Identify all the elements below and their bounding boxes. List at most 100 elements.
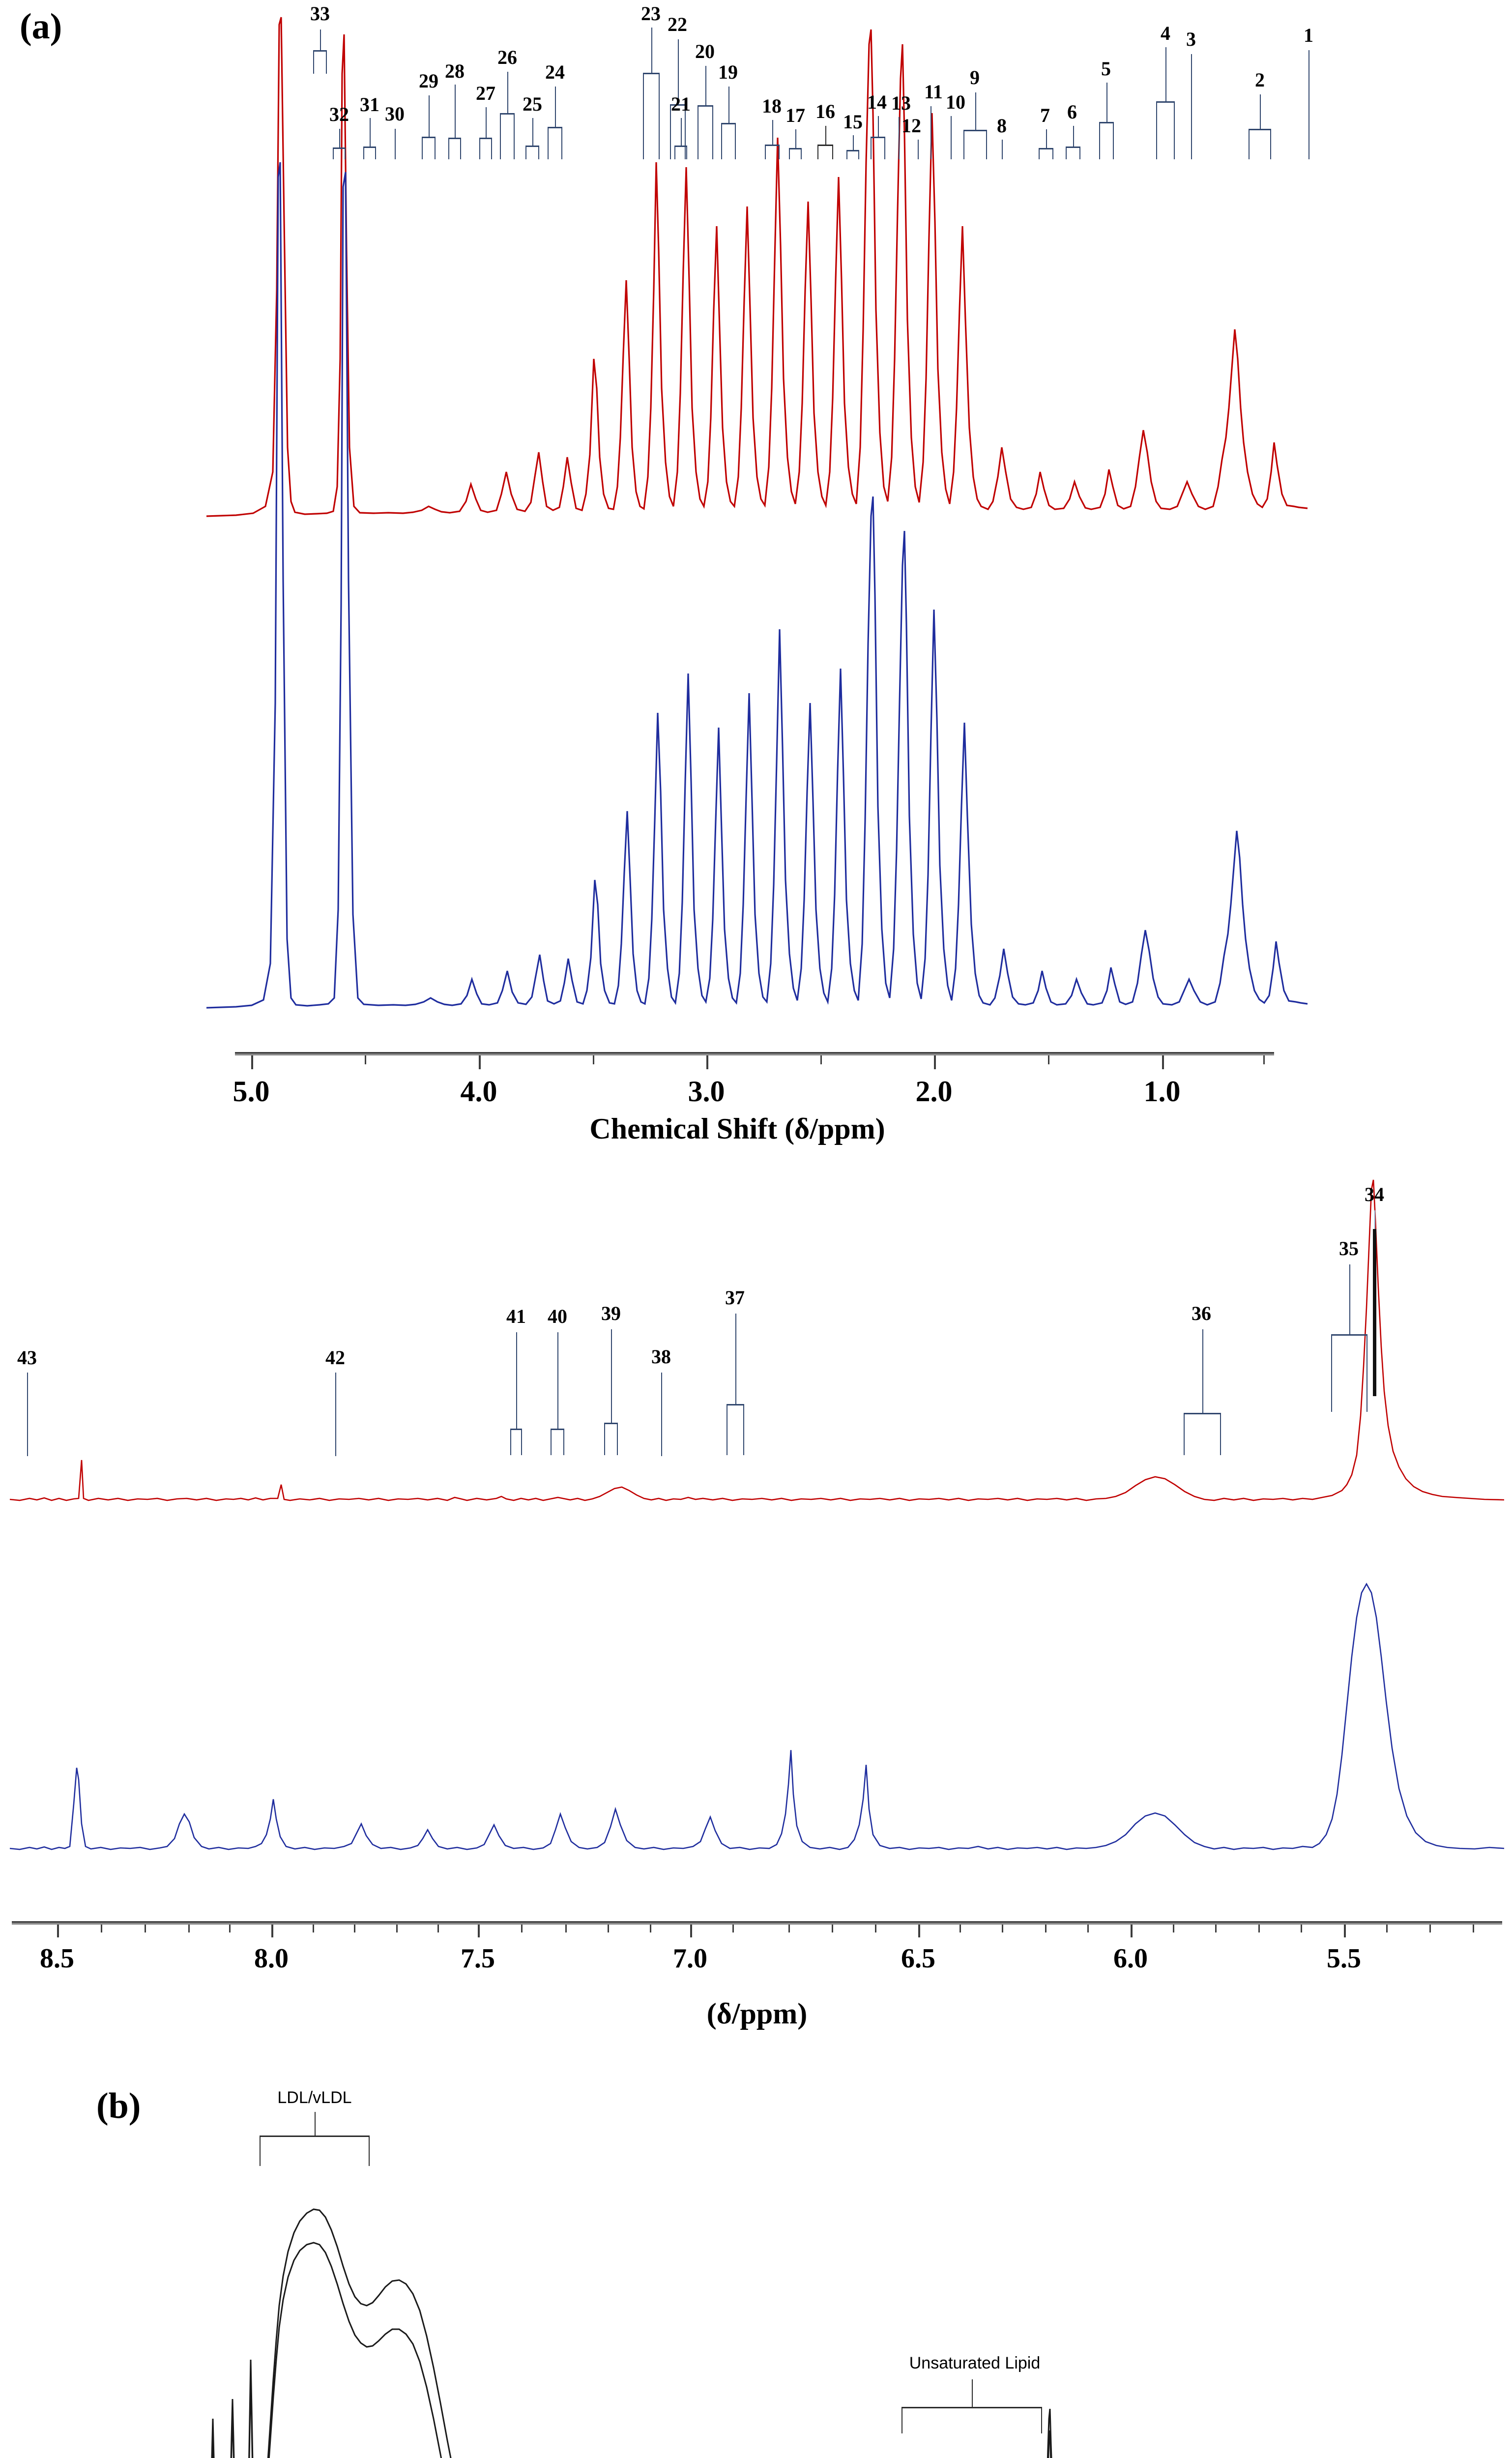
panel-a-letter: (a) <box>20 6 62 47</box>
peak-label-13: 13 <box>891 92 911 114</box>
peak-label-8: 8 <box>997 115 1007 137</box>
peak-label-3: 3 <box>1186 28 1196 50</box>
axis-tick-4-0 <box>479 1055 481 1069</box>
peak-label-10: 10 <box>946 91 965 113</box>
peak-label-38: 38 <box>651 1346 671 1368</box>
axis-minor-tick <box>229 1925 231 1932</box>
peak-label-30: 30 <box>385 103 405 125</box>
overlay-trace-1 <box>211 2208 452 2458</box>
panel-b-right-annotation: Unsaturated Lipid <box>909 2354 1041 2372</box>
peak-bracket-9 <box>963 92 987 159</box>
peak-bracket-14 <box>871 116 885 159</box>
overlay-path-1-right <box>1047 2408 1052 2458</box>
peak-label-4: 4 <box>1161 22 1170 44</box>
peak-label-19: 19 <box>718 61 738 83</box>
peak-bracket-33 <box>313 29 327 74</box>
panel-b-right-annotation-bracket <box>901 2379 1042 2433</box>
peak-tick-11 <box>930 106 931 159</box>
red-aromatic-path <box>9 1179 1505 1501</box>
peak-label-14: 14 <box>867 91 887 113</box>
peak-label-40: 40 <box>548 1305 567 1327</box>
peak-bracket-28 <box>448 85 461 159</box>
upper-trace-red-aromatic <box>9 1179 1505 1501</box>
axis-minor-tick <box>788 1925 790 1932</box>
axis-tick-7-5 <box>478 1925 480 1937</box>
panel-a-bottom-spectrum-svg <box>9 1179 1505 1850</box>
peak-bracket-39 <box>604 1329 618 1455</box>
upper-trace-red <box>206 17 1308 517</box>
peak-bracket-7 <box>1039 129 1053 159</box>
peak-label-16: 16 <box>815 100 835 122</box>
axis-tick-6-5 <box>918 1925 920 1937</box>
axis-ticklabel-1-0: 1.0 <box>1143 1075 1181 1108</box>
panel-a-bottom-axis-line <box>12 1921 1502 1925</box>
peak-bracket-24 <box>548 87 562 159</box>
axis-minor-tick <box>1173 1925 1174 1932</box>
peak-bracket-21 <box>674 118 687 159</box>
axis-tick-0-5 <box>1263 1055 1265 1064</box>
panel-a-top-axis-title: Chemical Shift (δ/ppm) <box>589 1112 885 1145</box>
peak-label-27: 27 <box>476 82 495 104</box>
axis-ticklabel-5-5: 5.5 <box>1327 1943 1361 1974</box>
axis-tick-4-5 <box>365 1055 366 1064</box>
peak-tick-1 <box>1308 50 1309 159</box>
axis-minor-tick <box>313 1925 314 1932</box>
axis-ticklabel-8-5: 8.5 <box>40 1943 74 1974</box>
peak-label-2: 2 <box>1255 69 1265 91</box>
axis-tick-2-5 <box>820 1055 822 1064</box>
axis-ticklabel-6-5: 6.5 <box>901 1943 935 1974</box>
peak-bracket-41 <box>510 1332 522 1455</box>
axis-tick-5-5 <box>1344 1925 1346 1937</box>
peak-bracket-5 <box>1099 83 1114 159</box>
axis-minor-tick <box>1087 1925 1089 1932</box>
axis-minor-tick <box>565 1925 567 1932</box>
peak-bracket-17 <box>789 129 802 159</box>
axis-minor-tick <box>650 1925 651 1932</box>
axis-ticklabel-5-0: 5.0 <box>233 1075 270 1108</box>
panel-b-left-svg <box>211 2208 452 2458</box>
panel-b-right-svg <box>1047 2408 1052 2458</box>
peak-bracket-26 <box>500 72 515 159</box>
axis-minor-tick <box>960 1925 961 1932</box>
axis-minor-tick <box>875 1925 876 1932</box>
peak-label-23: 23 <box>641 2 661 25</box>
axis-tick-2-0 <box>934 1055 936 1069</box>
axis-minor-tick <box>188 1925 190 1932</box>
axis-minor-tick <box>1002 1925 1003 1932</box>
peak-label-12: 12 <box>901 115 921 137</box>
peak-bracket-16 <box>817 126 833 159</box>
peak-label-43: 43 <box>17 1346 37 1369</box>
peak-label-36: 36 <box>1192 1302 1211 1324</box>
panel-b-right-plot <box>737 2389 1425 2458</box>
axis-tick-3-5 <box>593 1055 594 1064</box>
overlay-path-1 <box>211 2208 452 2458</box>
axis-minor-tick <box>832 1925 833 1932</box>
peak-tick-12 <box>918 140 919 159</box>
peak-tick-43 <box>27 1373 28 1456</box>
peak-tick-42 <box>335 1373 336 1456</box>
peak-tick-8 <box>1002 140 1003 159</box>
axis-minor-tick <box>101 1925 102 1932</box>
panel-a-top-spectrum-plot <box>206 15 1308 1037</box>
peak-bracket-40 <box>551 1332 564 1455</box>
panel-a-top-spectrum-svg <box>206 17 1308 1009</box>
peak-label-33: 33 <box>310 2 330 25</box>
peak-tick-34 <box>1374 1210 1375 1230</box>
peak-tick-38 <box>661 1373 662 1456</box>
axis-minor-tick <box>145 1925 146 1932</box>
axis-tick-1-5 <box>1048 1055 1049 1064</box>
axis-minor-tick <box>437 1925 439 1932</box>
peak-label-42: 42 <box>325 1346 345 1369</box>
axis-ticklabel-7-0: 7.0 <box>673 1943 707 1974</box>
peak-bracket-2 <box>1249 94 1271 159</box>
axis-tick-8-5 <box>57 1925 59 1937</box>
peak-label-17: 17 <box>785 104 805 126</box>
panel-a-bottom-spectrum-plot <box>9 1160 1505 1883</box>
axis-minor-tick <box>1215 1925 1217 1932</box>
peak-label-31: 31 <box>360 93 379 116</box>
peak-bracket-37 <box>727 1314 744 1455</box>
axis-ticklabel-8-0: 8.0 <box>254 1943 289 1974</box>
axis-ticklabel-6-0: 6.0 <box>1113 1943 1148 1974</box>
axis-tick-1-0 <box>1162 1055 1164 1069</box>
peak-tick-3 <box>1191 54 1192 159</box>
